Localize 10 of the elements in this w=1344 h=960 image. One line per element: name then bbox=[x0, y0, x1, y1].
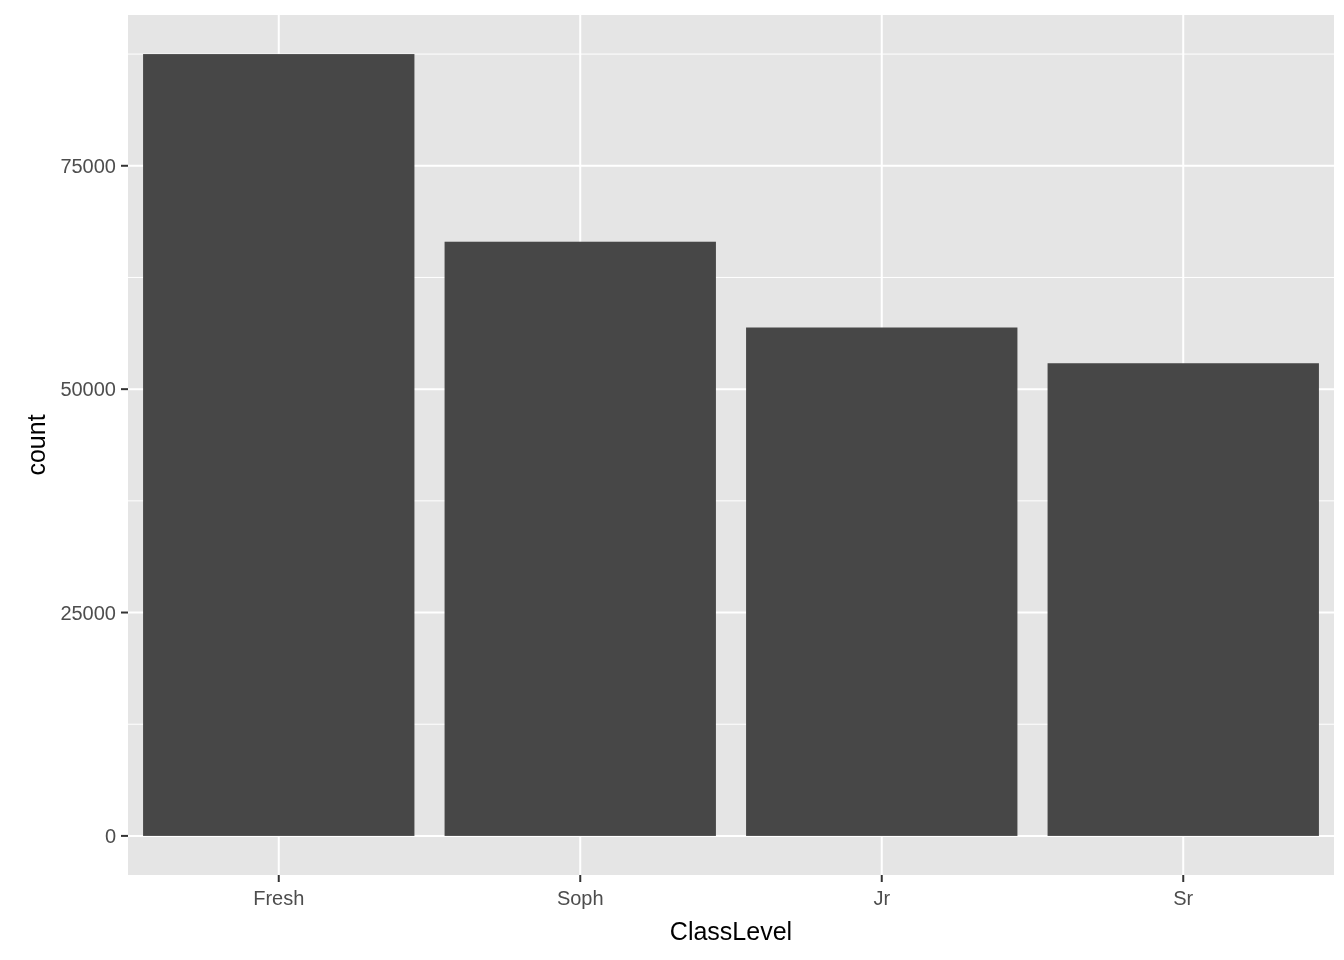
y-tick-label: 50000 bbox=[60, 378, 116, 401]
x-tick-label: Fresh bbox=[253, 887, 305, 909]
x-axis-title: ClassLevel bbox=[669, 917, 793, 945]
x-tick-label: Sr bbox=[1173, 887, 1194, 909]
y-tick-label: 0 bbox=[104, 824, 116, 847]
y-tick-label: 25000 bbox=[60, 601, 116, 624]
x-tick-label: Soph bbox=[556, 887, 604, 909]
y-tick-label: 75000 bbox=[60, 154, 116, 177]
x-tick-label: Jr bbox=[873, 887, 891, 909]
y-axis-title: count bbox=[22, 414, 50, 476]
